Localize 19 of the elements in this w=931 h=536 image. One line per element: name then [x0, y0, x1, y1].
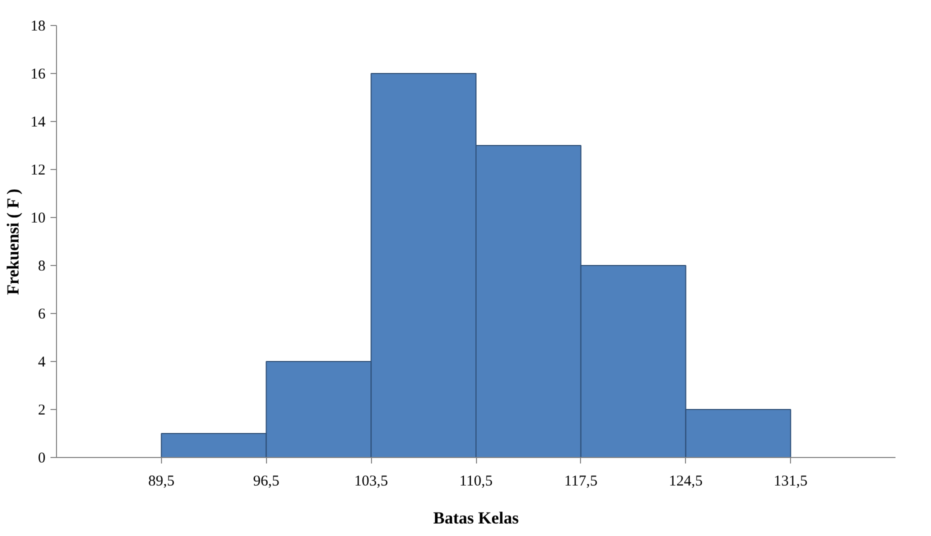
x-tick-label: 96,5	[253, 474, 280, 490]
y-tick-label: 10	[30, 210, 46, 226]
x-axis-title: Batas Kelas	[433, 508, 520, 528]
y-tick-label: 12	[30, 162, 46, 178]
y-axis-title: Frekuensi ( F )	[4, 188, 22, 295]
y-tick-label: 16	[30, 66, 46, 82]
y-tick-label: 0	[38, 450, 46, 466]
x-tick-label: 124,5	[668, 474, 703, 490]
x-tick-label: 117,5	[564, 474, 598, 490]
y-tick-label: 4	[38, 354, 46, 370]
x-tick-label: 110,5	[459, 474, 493, 490]
y-tick-label: 18	[30, 18, 46, 34]
x-tick-label: 89,5	[148, 474, 174, 490]
y-tick-label: 14	[30, 114, 46, 130]
y-tick-label: 6	[38, 306, 46, 322]
y-tick-label: 2	[38, 402, 46, 418]
x-tick-label: 103,5	[354, 474, 388, 490]
x-tick-label: 131,5	[774, 474, 808, 490]
y-tick-label: 8	[38, 258, 46, 274]
